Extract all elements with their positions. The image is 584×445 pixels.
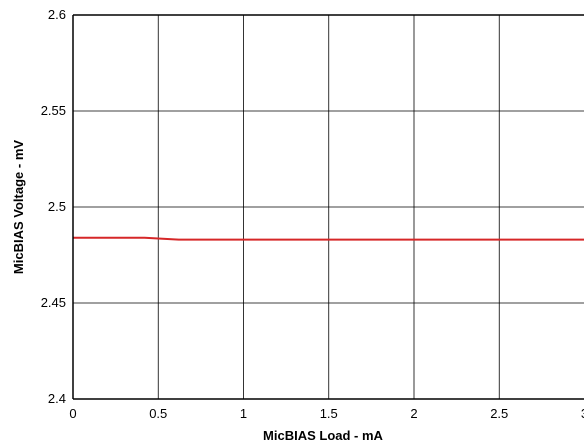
series-line (73, 236, 584, 241)
x-tick-label: 1.5 (320, 406, 338, 421)
tick-labels: 0 0.5 1 1.5 2 2.5 3 2.4 2.45 2.5 2.55 2.6 (41, 7, 584, 421)
y-tick-label: 2.45 (41, 295, 66, 310)
series-layer (73, 236, 584, 241)
x-tick-label: 2.5 (490, 406, 508, 421)
x-tick-label: 3 (581, 406, 584, 421)
grid (73, 15, 584, 399)
axes (72, 14, 584, 400)
y-axis-title: MicBIAS Voltage - mV (11, 140, 26, 274)
x-axis-title: MicBIAS Load - mA (263, 428, 384, 443)
x-tick-label: 2 (410, 406, 417, 421)
y-tick-label: 2.6 (48, 7, 66, 22)
x-tick-label: 0.5 (149, 406, 167, 421)
x-tick-label: 0 (69, 406, 76, 421)
y-tick-label: 2.4 (48, 391, 66, 406)
y-tick-label: 2.55 (41, 103, 66, 118)
y-tick-label: 2.5 (48, 199, 66, 214)
x-tick-label: 1 (240, 406, 247, 421)
